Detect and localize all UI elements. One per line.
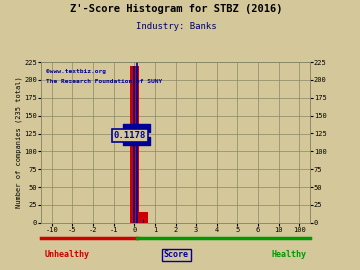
Text: Healthy: Healthy	[271, 250, 306, 259]
Bar	[130, 66, 139, 223]
Y-axis label: Number of companies (235 total): Number of companies (235 total)	[15, 77, 22, 208]
Text: Z'-Score Histogram for STBZ (2016): Z'-Score Histogram for STBZ (2016)	[70, 4, 283, 14]
Text: Industry: Banks: Industry: Banks	[136, 22, 217, 31]
Text: 0.1178: 0.1178	[114, 131, 146, 140]
Bar	[133, 66, 135, 223]
Bar	[143, 219, 144, 223]
Text: Unhealthy: Unhealthy	[45, 250, 90, 259]
Text: ©www.textbiz.org: ©www.textbiz.org	[45, 69, 105, 74]
Bar	[139, 212, 148, 223]
Text: Score: Score	[164, 250, 189, 259]
Text: The Research Foundation of SUNY: The Research Foundation of SUNY	[45, 79, 162, 83]
